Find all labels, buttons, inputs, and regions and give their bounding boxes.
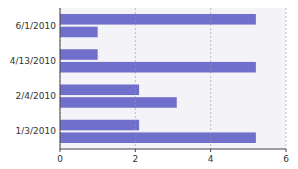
chart: 0 2 4 6 1/3/2010 2/4/2010 4/13/2010 6/1/2010 <box>0 0 298 169</box>
x-tick-label: 0 <box>57 154 63 164</box>
bar <box>60 120 139 131</box>
x-tick-label: 2 <box>132 154 138 164</box>
y-tick-label: 4/13/2010 <box>10 56 56 66</box>
bar <box>60 62 256 73</box>
bar <box>60 132 256 143</box>
x-tick-label: 4 <box>208 154 214 164</box>
grid-line <box>135 8 136 149</box>
x-tick-label: 6 <box>283 154 289 164</box>
grid-line <box>286 8 287 149</box>
bar <box>60 97 177 108</box>
bar <box>60 84 139 95</box>
x-tick <box>60 149 61 152</box>
plot-area <box>60 8 286 149</box>
grid-line <box>210 8 211 149</box>
bar <box>60 14 256 25</box>
x-tick <box>135 149 136 152</box>
grid <box>60 8 286 149</box>
bar <box>60 49 98 60</box>
x-tick <box>210 149 211 152</box>
y-tick-label: 6/1/2010 <box>16 21 57 31</box>
y-axis-line <box>60 8 61 149</box>
x-axis-line <box>60 149 286 150</box>
grid-line <box>60 8 61 149</box>
x-tick <box>286 149 287 152</box>
y-tick-label: 2/4/2010 <box>16 91 57 101</box>
y-tick-label: 1/3/2010 <box>16 126 57 136</box>
chart-container: 0 2 4 6 1/3/2010 2/4/2010 4/13/2010 6/1/2010 <box>0 0 298 169</box>
bars <box>60 14 256 143</box>
bar <box>60 27 98 38</box>
